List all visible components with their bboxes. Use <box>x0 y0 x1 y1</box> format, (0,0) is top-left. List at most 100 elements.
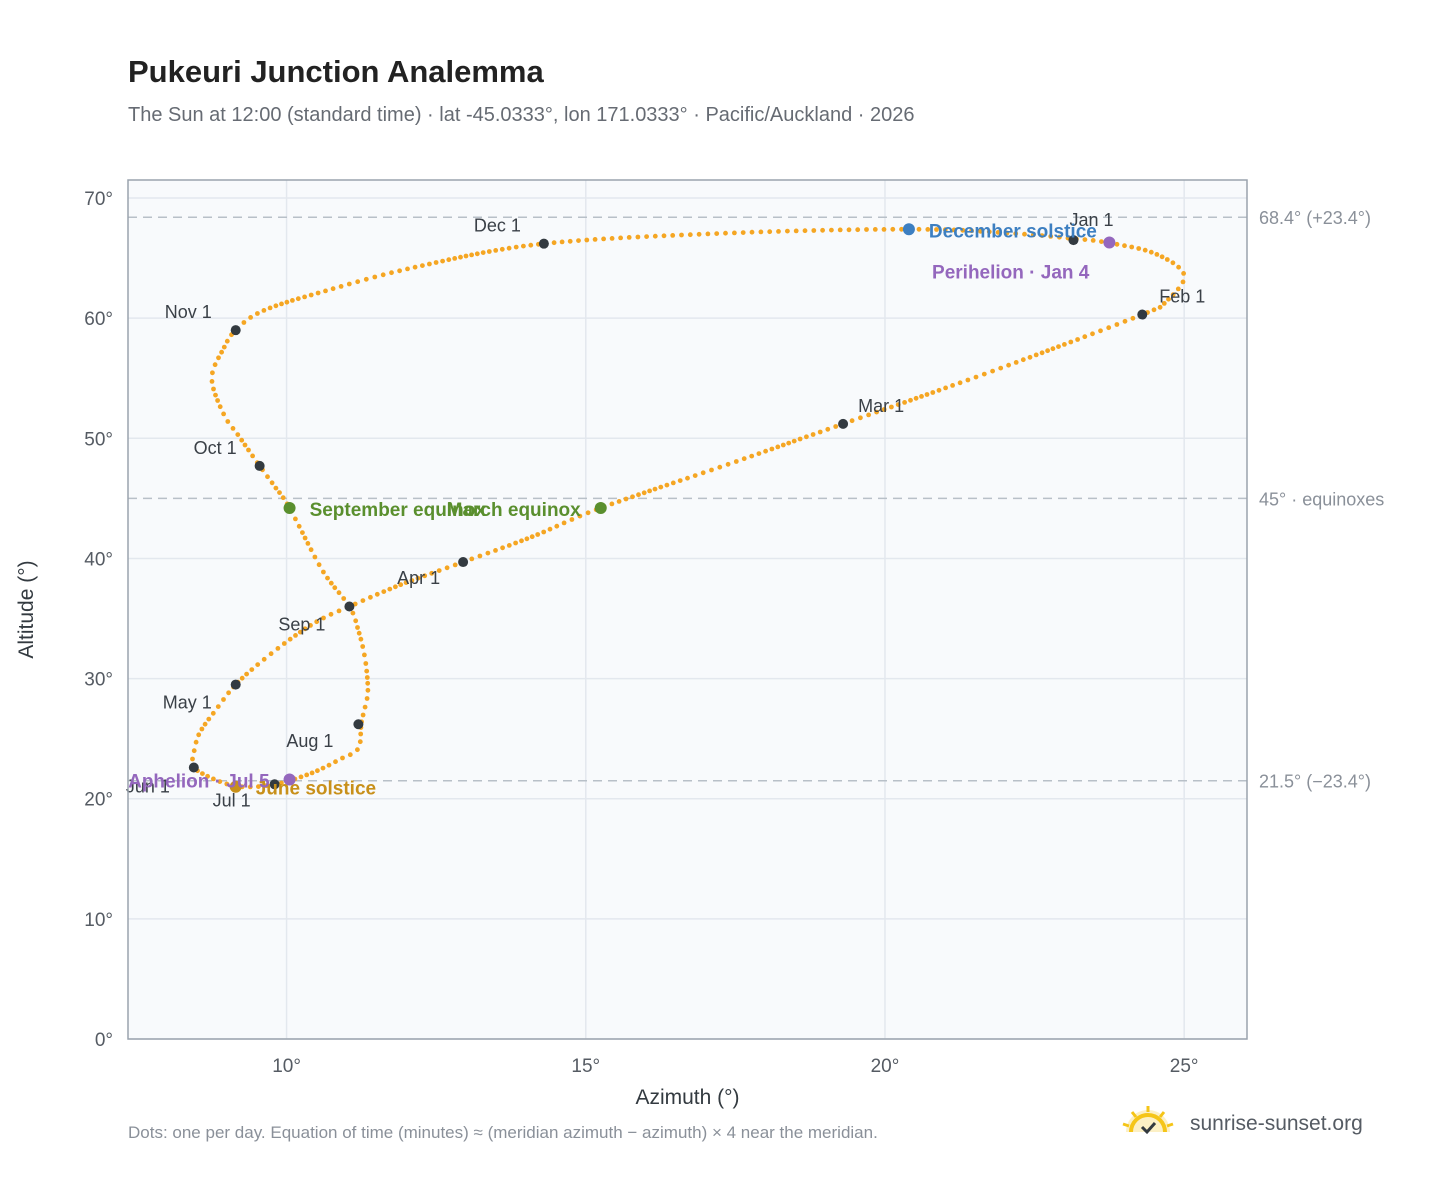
daily-dot <box>193 739 199 745</box>
event-label: June solstice <box>256 779 376 800</box>
daily-dot <box>661 233 667 239</box>
y-axis-ticks: 0° 10° 20° 30° 40° 50° 60° 70° <box>84 189 113 1051</box>
daily-dot <box>1175 286 1181 292</box>
daily-dot <box>340 755 345 761</box>
month-label: Apr 1 <box>397 568 440 588</box>
daily-dot <box>372 274 378 280</box>
daily-dot <box>829 227 834 233</box>
daily-dot <box>363 661 369 666</box>
daily-dot <box>529 534 535 540</box>
daily-dot <box>1039 350 1045 356</box>
daily-dot <box>705 231 711 237</box>
daily-dot <box>247 784 253 790</box>
daily-dot <box>769 446 775 452</box>
daily-dot <box>320 765 326 771</box>
daily-dot <box>559 239 565 245</box>
event-marker <box>902 223 915 236</box>
daily-dot <box>584 237 590 243</box>
sun-logo-icon <box>1122 1106 1174 1135</box>
daily-dot <box>902 400 907 405</box>
daily-dot <box>213 392 218 398</box>
event-marker <box>229 780 242 793</box>
daily-dot <box>211 386 216 392</box>
daily-dot <box>733 459 739 464</box>
month-marker <box>1068 235 1079 246</box>
daily-dot <box>269 480 275 486</box>
daily-dot <box>493 248 499 253</box>
daily-dot <box>577 513 583 519</box>
event-label: March equinox <box>447 500 582 521</box>
month-marker <box>230 325 241 336</box>
daily-dot <box>333 759 338 765</box>
daily-dot <box>1056 344 1061 349</box>
daily-dot <box>1099 239 1104 245</box>
daily-dot <box>196 732 202 738</box>
daily-dot <box>244 671 250 677</box>
daily-dot <box>427 261 432 267</box>
daily-dot <box>700 470 706 476</box>
daily-dot <box>978 228 983 234</box>
month-markers: Jan 1 Feb 1 Mar 1 Apr 1 May 1 Jun 1 Jul 1 Aug 1… <box>126 210 1205 810</box>
daily-dot <box>444 565 450 571</box>
daily-dot <box>1181 271 1186 276</box>
month-label: May 1 <box>163 693 212 713</box>
daily-dot <box>338 284 344 289</box>
daily-dot <box>763 448 768 454</box>
daily-dot <box>951 227 957 233</box>
daily-dot <box>341 596 347 601</box>
daily-dot <box>355 625 360 630</box>
daily-dot <box>368 594 373 600</box>
daily-dot <box>280 495 286 501</box>
daily-dot <box>360 598 366 603</box>
daily-dot <box>1170 260 1176 266</box>
daily-dot <box>925 227 931 232</box>
daily-dot <box>250 453 256 459</box>
daily-dot <box>1170 292 1176 297</box>
daily-dot <box>519 538 524 544</box>
daily-dot <box>365 680 371 686</box>
daily-dot <box>872 227 878 232</box>
daily-dot <box>469 252 474 258</box>
daily-dot <box>741 456 747 462</box>
daily-dot <box>405 266 410 272</box>
daily-dot <box>767 229 773 235</box>
daily-dot <box>219 349 225 355</box>
daily-dot <box>723 230 728 236</box>
daily-dot <box>908 397 913 403</box>
event-label: December solstice <box>929 221 1097 242</box>
daily-dot <box>217 404 223 410</box>
y-axis-label: Altitude (°) <box>15 560 38 658</box>
daily-dot <box>265 474 270 480</box>
daily-dot <box>791 438 797 444</box>
daily-dot <box>221 344 227 350</box>
daily-dot <box>458 254 463 260</box>
daily-dot <box>226 690 232 696</box>
daily-dot <box>601 236 606 242</box>
daily-dot <box>775 444 781 450</box>
daily-dot <box>1180 279 1186 285</box>
daily-dot <box>916 226 922 232</box>
daily-dot <box>420 263 425 268</box>
daily-dot <box>446 257 452 263</box>
daily-dot <box>849 418 855 424</box>
daily-dot <box>513 244 519 250</box>
daily-dot <box>547 526 553 532</box>
month-marker <box>838 418 849 429</box>
daily-dot <box>899 226 904 232</box>
daily-dot <box>350 610 356 616</box>
daily-dot <box>685 475 690 481</box>
month-marker <box>458 557 469 568</box>
daily-dot <box>1122 243 1127 249</box>
x-tick-label: 15° <box>571 1056 600 1077</box>
daily-dot <box>261 656 267 662</box>
brand-logo[interactable]: sunrise-sunset.org <box>1120 1104 1410 1144</box>
event-label: Perihelion · Jan 4 <box>932 262 1090 283</box>
daily-dot <box>647 488 652 494</box>
daily-dot <box>221 697 226 702</box>
daily-dot <box>630 494 635 500</box>
x-axis-label: Azimuth (°) <box>635 1086 739 1109</box>
daily-dot <box>440 258 445 264</box>
daily-dot <box>452 562 458 568</box>
y-tick-label: 40° <box>84 549 113 570</box>
daily-dot <box>942 227 948 233</box>
